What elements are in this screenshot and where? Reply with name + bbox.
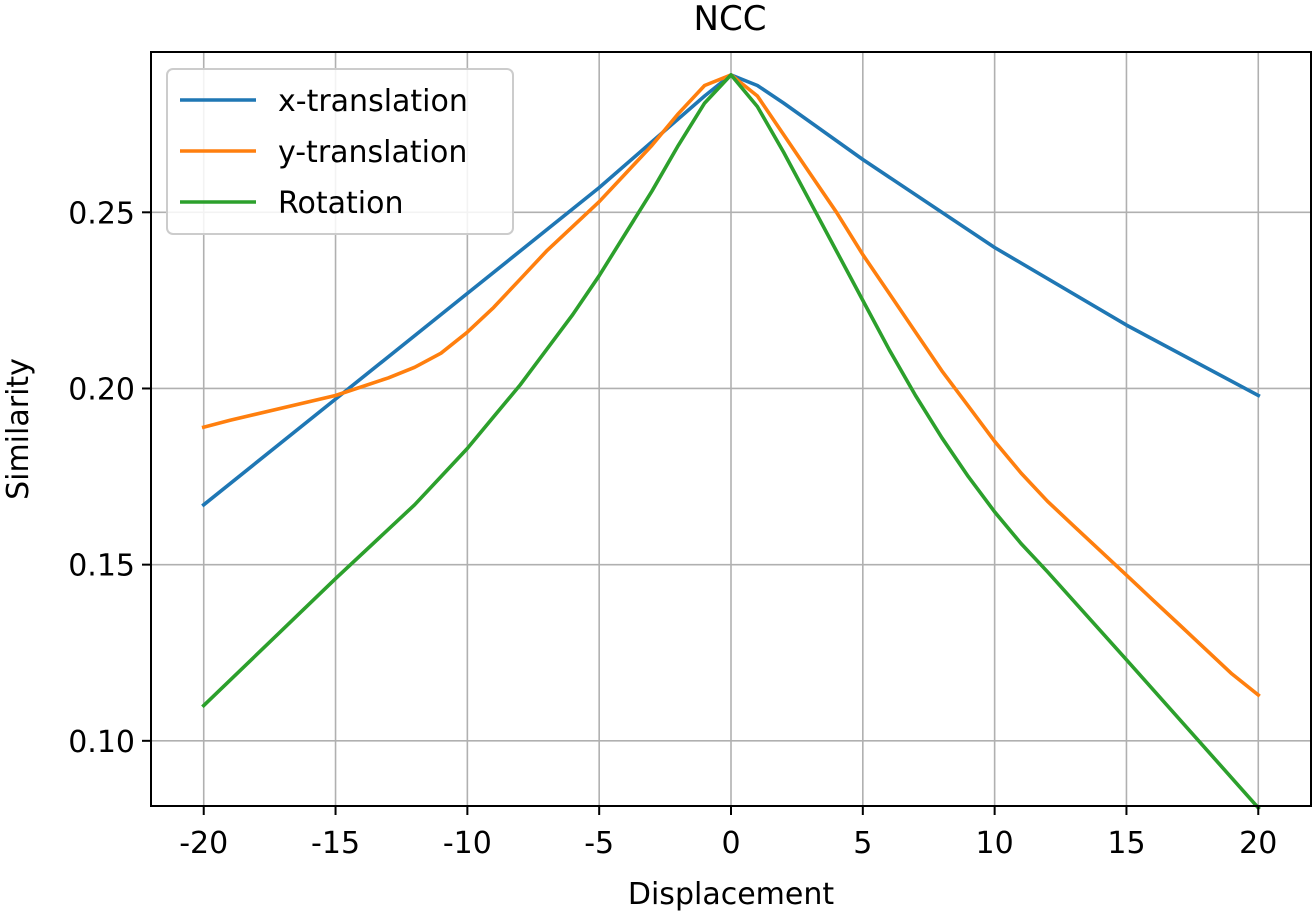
legend-box [166, 68, 514, 235]
series-line-x-translation [201, 73, 1261, 508]
y-tick-label: 0.20 [68, 372, 135, 407]
x-axis-label: Displacement [628, 877, 834, 912]
x-tick-label: 5 [853, 826, 872, 861]
y-tick-label: 0.10 [68, 725, 135, 760]
x-tick-label: -10 [443, 826, 492, 861]
x-tick-label: 10 [976, 826, 1014, 861]
legend: x-translation y-translation Rotation [166, 68, 514, 235]
y-axis-label: Similarity [1, 358, 36, 500]
x-tick-label: -5 [584, 826, 614, 861]
x-tick-label: 20 [1239, 826, 1277, 861]
legend-label: y-translation [278, 135, 467, 170]
x-tick-label: -15 [311, 826, 360, 861]
chart-title: NCC [694, 0, 767, 39]
x-tick-label: -20 [179, 826, 228, 861]
series-line-y-translation [201, 73, 1261, 698]
legend-label: x-translation [278, 84, 468, 119]
y-tick-label: 0.15 [68, 549, 135, 584]
series-line-rotation [201, 73, 1261, 811]
x-tick-label: 15 [1107, 826, 1145, 861]
legend-label: Rotation [278, 186, 403, 221]
y-tick-label: 0.25 [68, 196, 135, 231]
x-tick-label: 0 [721, 826, 740, 861]
x-axis-ticks: -20 -15 -10 -5 0 5 10 15 20 [179, 806, 1277, 861]
series-group [201, 73, 1261, 811]
y-axis-ticks: 0.10 0.15 0.20 0.25 [68, 196, 151, 760]
